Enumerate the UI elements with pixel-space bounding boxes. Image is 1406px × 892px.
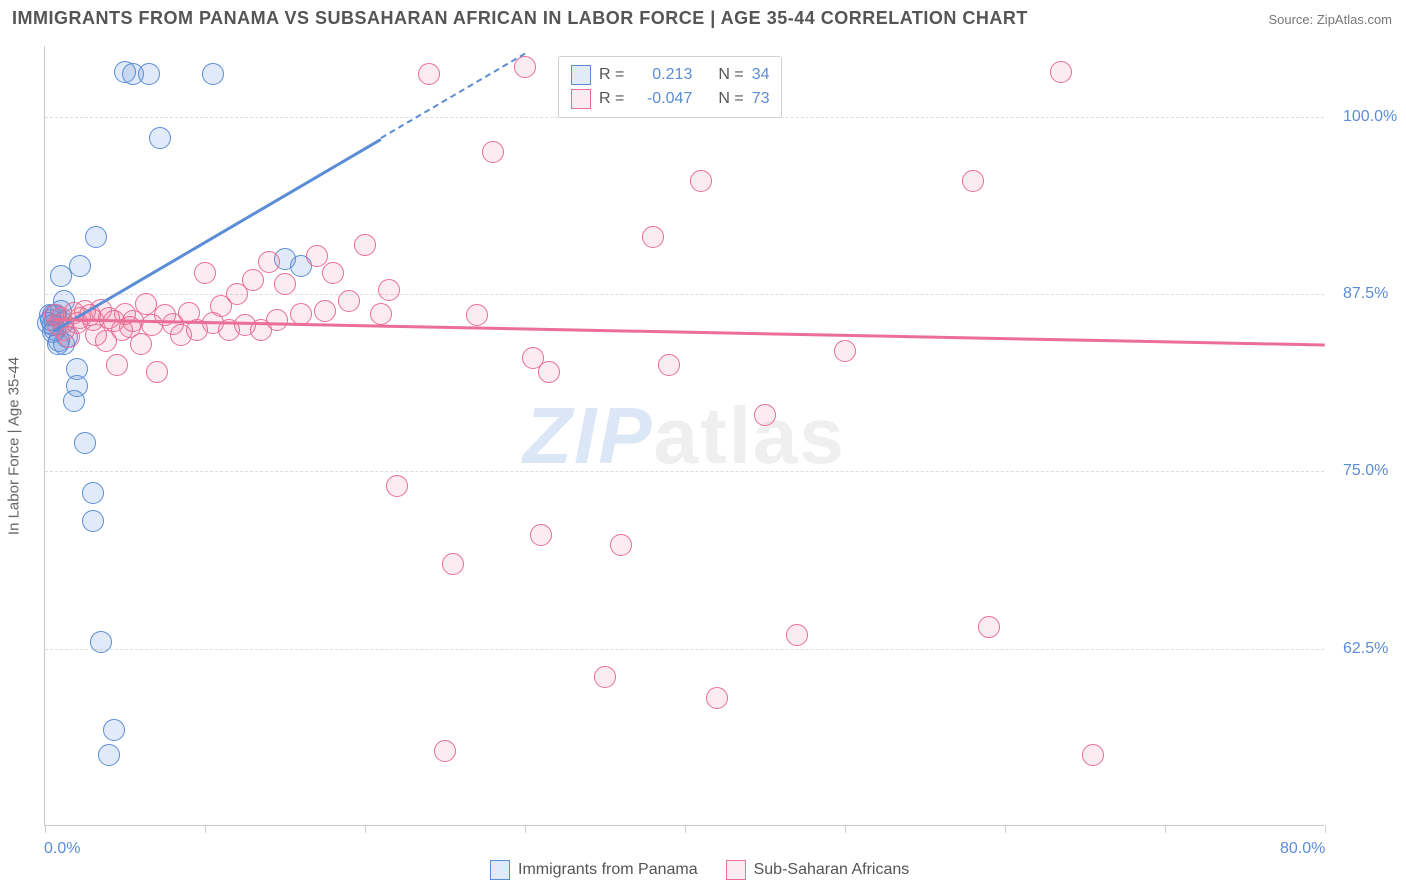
y-tick-label: 100.0% bbox=[1343, 108, 1397, 126]
x-tick bbox=[1005, 825, 1006, 833]
data-point bbox=[103, 719, 125, 741]
gridline bbox=[45, 649, 1324, 650]
y-tick-label: 75.0% bbox=[1343, 462, 1388, 480]
data-point bbox=[290, 303, 312, 325]
x-tick-label: 80.0% bbox=[1280, 840, 1325, 858]
data-point bbox=[258, 251, 280, 273]
data-point bbox=[322, 262, 344, 284]
x-tick bbox=[45, 825, 46, 833]
x-tick-label: 0.0% bbox=[44, 840, 80, 858]
data-point bbox=[82, 482, 104, 504]
legend-R-label: R = bbox=[599, 87, 624, 111]
data-point bbox=[514, 56, 536, 78]
data-point bbox=[834, 340, 856, 362]
data-point bbox=[610, 534, 632, 556]
data-point bbox=[538, 361, 560, 383]
data-point bbox=[338, 290, 360, 312]
data-point bbox=[370, 303, 392, 325]
data-point bbox=[690, 170, 712, 192]
trend-line-extrapolated bbox=[380, 53, 525, 139]
data-point bbox=[466, 304, 488, 326]
data-point bbox=[962, 170, 984, 192]
data-point bbox=[314, 300, 336, 322]
data-point bbox=[106, 354, 128, 376]
legend-R-value: -0.047 bbox=[632, 87, 692, 111]
data-point bbox=[146, 361, 168, 383]
data-point bbox=[442, 553, 464, 575]
x-tick bbox=[1325, 825, 1326, 833]
y-tick-label: 87.5% bbox=[1343, 285, 1388, 303]
data-point bbox=[242, 269, 264, 291]
legend-swatch bbox=[490, 860, 510, 880]
data-point bbox=[194, 262, 216, 284]
data-point bbox=[98, 744, 120, 766]
data-point bbox=[1082, 744, 1104, 766]
data-point bbox=[149, 127, 171, 149]
x-tick bbox=[845, 825, 846, 833]
x-tick bbox=[1165, 825, 1166, 833]
source-label: Source: ZipAtlas.com bbox=[1268, 12, 1392, 27]
plot-area: ZIPatlas 62.5%75.0%87.5%100.0% bbox=[44, 46, 1324, 826]
watermark-atlas: atlas bbox=[654, 391, 846, 480]
y-axis-title: In Labor Force | Age 35-44 bbox=[6, 357, 23, 535]
watermark: ZIPatlas bbox=[523, 390, 846, 482]
data-point bbox=[378, 279, 400, 301]
data-point bbox=[274, 273, 296, 295]
data-point bbox=[482, 141, 504, 163]
watermark-zip: ZIP bbox=[523, 391, 653, 480]
data-point bbox=[66, 358, 88, 380]
data-point bbox=[74, 432, 96, 454]
data-point bbox=[786, 624, 808, 646]
data-point bbox=[978, 616, 1000, 638]
data-point bbox=[530, 524, 552, 546]
legend-R-value: 0.213 bbox=[632, 63, 692, 87]
data-point bbox=[130, 333, 152, 355]
x-tick bbox=[685, 825, 686, 833]
data-point bbox=[202, 63, 224, 85]
legend-swatch bbox=[726, 860, 746, 880]
data-point bbox=[90, 631, 112, 653]
legend-item: Sub-Saharan Africans bbox=[726, 860, 910, 880]
data-point bbox=[138, 63, 160, 85]
data-point bbox=[85, 226, 107, 248]
legend-series: Immigrants from Panama Sub-Saharan Africa… bbox=[490, 860, 909, 880]
x-tick bbox=[205, 825, 206, 833]
legend-N-value: 73 bbox=[752, 87, 770, 111]
legend-N-label: N = bbox=[718, 63, 743, 87]
x-tick bbox=[365, 825, 366, 833]
legend-stats: R = 0.213 N = 34 R = -0.047 N = 73 bbox=[558, 56, 782, 118]
data-point bbox=[306, 245, 328, 267]
data-point bbox=[1050, 61, 1072, 83]
legend-swatch bbox=[571, 89, 591, 109]
data-point bbox=[266, 309, 288, 331]
data-point bbox=[754, 404, 776, 426]
data-point bbox=[354, 234, 376, 256]
legend-N-label: N = bbox=[718, 87, 743, 111]
data-point bbox=[434, 740, 456, 762]
data-point bbox=[706, 687, 728, 709]
y-tick-label: 62.5% bbox=[1343, 640, 1388, 658]
data-point bbox=[594, 666, 616, 688]
gridline bbox=[45, 471, 1324, 472]
legend-stat-row: R = -0.047 N = 73 bbox=[571, 87, 769, 111]
legend-stat-row: R = 0.213 N = 34 bbox=[571, 63, 769, 87]
data-point bbox=[642, 226, 664, 248]
legend-R-label: R = bbox=[599, 63, 624, 87]
data-point bbox=[82, 510, 104, 532]
data-point bbox=[386, 475, 408, 497]
chart-title: IMMIGRANTS FROM PANAMA VS SUBSAHARAN AFR… bbox=[12, 8, 1028, 29]
legend-label: Sub-Saharan Africans bbox=[754, 861, 910, 879]
legend-swatch bbox=[571, 65, 591, 85]
legend-N-value: 34 bbox=[752, 63, 770, 87]
data-point bbox=[658, 354, 680, 376]
data-point bbox=[69, 255, 91, 277]
data-point bbox=[418, 63, 440, 85]
legend-label: Immigrants from Panama bbox=[518, 861, 698, 879]
legend-item: Immigrants from Panama bbox=[490, 860, 698, 880]
x-tick bbox=[525, 825, 526, 833]
